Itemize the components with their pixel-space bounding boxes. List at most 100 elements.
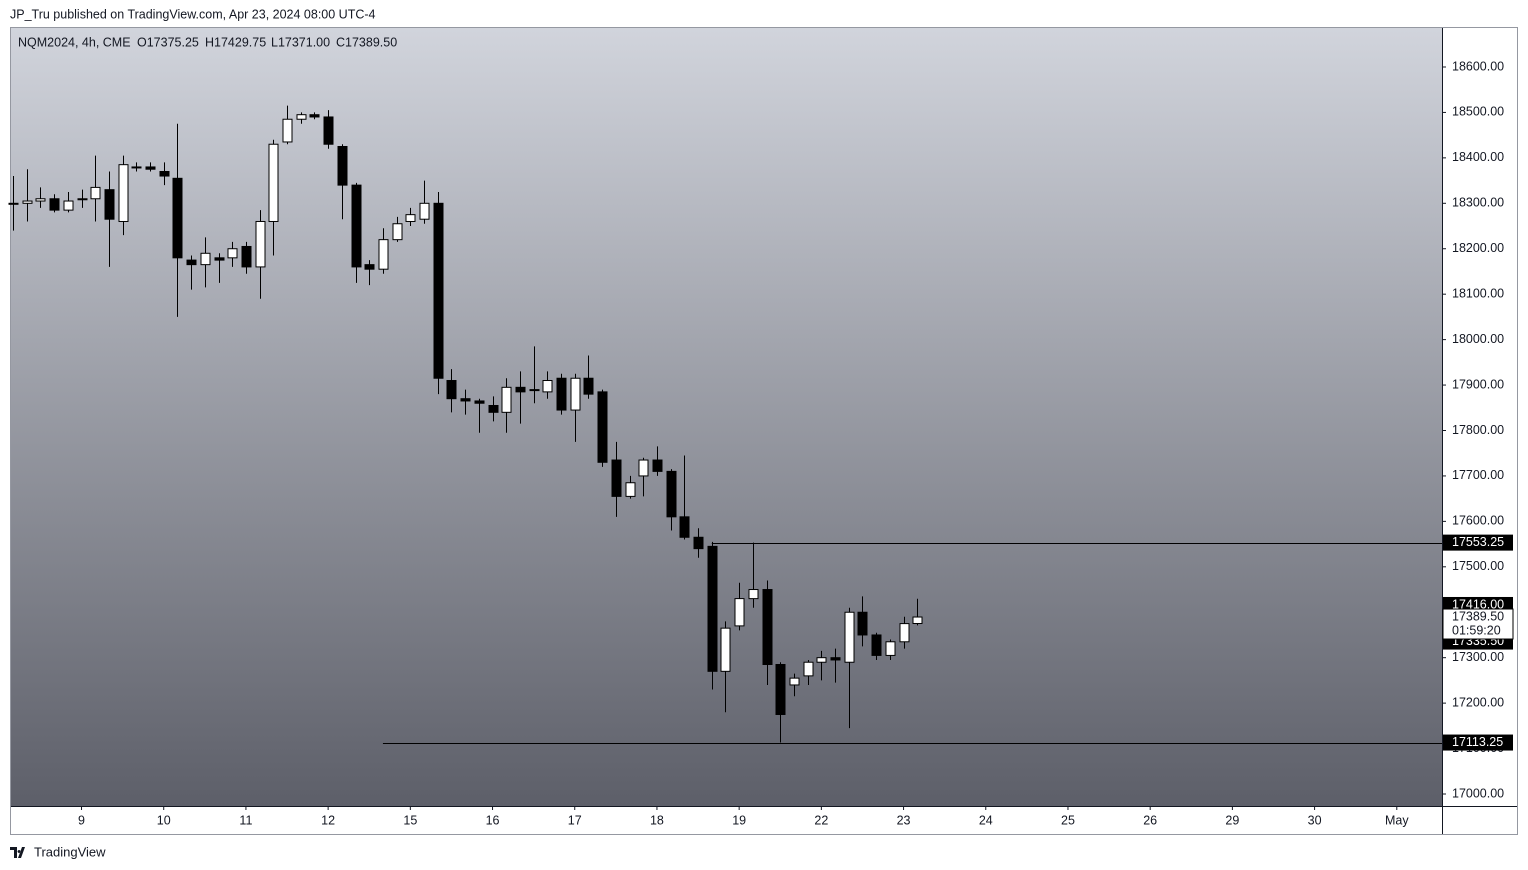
candle-body	[803, 661, 814, 677]
candle-body	[241, 245, 252, 268]
y-tick-label: 18100.00	[1452, 286, 1504, 300]
x-tick-label: 30	[1308, 813, 1322, 827]
candle-body	[638, 459, 649, 477]
y-tick-label: 17000.00	[1452, 786, 1504, 800]
x-tick-label: 19	[732, 813, 746, 827]
price-tag-label: 17113.25	[1452, 735, 1503, 749]
candle-body	[35, 198, 46, 202]
candle-body	[762, 589, 773, 666]
publisher: JP_Tru published on TradingView.com, Apr…	[10, 7, 376, 21]
y-tick-label: 17900.00	[1452, 377, 1504, 391]
candle-body	[405, 214, 416, 222]
candle-body	[159, 170, 170, 177]
candle-body	[515, 386, 526, 393]
x-tick-label: 12	[321, 813, 335, 827]
y-tick-label: 18000.00	[1452, 332, 1504, 346]
candle-body	[446, 380, 457, 400]
candle-body	[296, 114, 307, 120]
candle-body	[775, 664, 786, 715]
plot-area	[11, 28, 1442, 806]
y-tick-label: 18300.00	[1452, 196, 1504, 210]
candle-body	[912, 616, 923, 624]
candle-body	[748, 589, 759, 600]
y-tick-label: 18400.00	[1452, 150, 1504, 164]
candle-body	[857, 611, 868, 636]
candle-body	[597, 391, 608, 463]
candle-body	[323, 116, 334, 145]
x-tick-label: 10	[157, 813, 171, 827]
ohlc-low: L17371.00	[271, 35, 330, 49]
candle-body	[145, 166, 156, 170]
x-tick-label: 17	[568, 813, 582, 827]
candle-body	[556, 377, 567, 411]
x-tick-label: 15	[403, 813, 417, 827]
candle-body	[583, 377, 594, 395]
y-tick-label: 17600.00	[1452, 514, 1504, 528]
ohlc-open: O17375.25	[137, 35, 199, 49]
candle-body	[679, 516, 690, 538]
x-tick-label: 25	[1061, 813, 1075, 827]
candle-body	[186, 259, 197, 266]
y-tick-label: 17800.00	[1452, 423, 1504, 437]
candle-body	[49, 198, 60, 211]
x-tick-label: 18	[650, 813, 664, 827]
candle-body	[77, 198, 88, 201]
candle-body	[570, 377, 581, 411]
x-tick-label: 26	[1143, 813, 1157, 827]
candle-body	[460, 398, 471, 402]
x-tick-label: 9	[78, 813, 85, 827]
candle-body	[8, 202, 19, 205]
candle-body	[789, 677, 800, 686]
y-tick-label: 17300.00	[1452, 650, 1504, 664]
candle-body	[707, 545, 718, 672]
candle-body	[501, 386, 512, 413]
candle-body	[419, 202, 430, 220]
y-tick-label: 17500.00	[1452, 559, 1504, 573]
header: NQM2024, 4h, CME O17375.25 H17429.75 L17…	[18, 35, 397, 49]
candle-body	[214, 257, 225, 261]
candle-body	[488, 405, 499, 413]
brand-logo	[10, 847, 25, 858]
candle-body	[529, 389, 540, 392]
x-tick-label: 23	[897, 813, 911, 827]
price-tag-label: 17416.00	[1452, 597, 1504, 611]
y-tick-label: 18500.00	[1452, 105, 1504, 119]
candle-body	[899, 623, 910, 643]
candle-body	[720, 627, 731, 672]
candle-body	[268, 143, 279, 222]
candle-body	[830, 657, 841, 661]
candle-body	[364, 264, 375, 270]
candle-body	[282, 118, 293, 143]
x-tick-label: May	[1385, 813, 1409, 827]
candle-body	[666, 470, 677, 518]
candle-body	[652, 459, 663, 472]
candle-body	[378, 239, 389, 270]
brand: TradingView	[10, 844, 106, 859]
x-tick-label: 22	[814, 813, 828, 827]
candle-body	[90, 186, 101, 200]
candle-body	[844, 611, 855, 663]
candle-body	[693, 536, 704, 550]
price-tag	[1443, 734, 1513, 751]
candle-body	[200, 252, 211, 266]
price-tag-label: 17389.50	[1452, 609, 1504, 623]
current-price-tag	[1442, 608, 1514, 640]
symbol: NQM2024, 4h, CME	[18, 35, 131, 49]
y-tick-label: 17200.00	[1452, 695, 1504, 709]
candle-body	[337, 146, 348, 186]
y-tick-label: 18600.00	[1452, 59, 1504, 73]
candle-body	[351, 184, 362, 268]
candle-body	[542, 380, 553, 393]
x-tick-label: 11	[239, 813, 252, 827]
candle-body	[22, 200, 33, 204]
countdown: 01:59:20	[1452, 623, 1501, 637]
candle-body	[885, 641, 896, 656]
x-tick-label: 24	[979, 813, 993, 827]
candle-body	[474, 400, 485, 404]
candle-body	[392, 223, 403, 241]
candle-body	[611, 459, 622, 497]
price-tag-label: 17553.25	[1452, 535, 1504, 549]
candle-body	[871, 634, 882, 656]
candle-body	[625, 482, 636, 497]
